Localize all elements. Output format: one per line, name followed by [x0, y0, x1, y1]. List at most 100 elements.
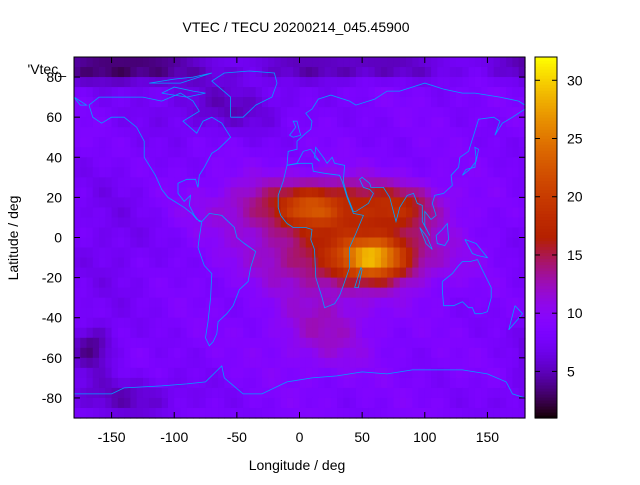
heatmap-cell	[449, 137, 457, 148]
heatmap-cell	[224, 57, 232, 68]
heatmap-cell	[374, 67, 382, 78]
heatmap-cell	[443, 217, 451, 229]
heatmap-cell	[387, 377, 395, 389]
heatmap-cell	[418, 367, 426, 379]
heatmap-cell	[506, 397, 514, 409]
heatmap-cell	[518, 247, 526, 259]
heatmap-cell	[374, 377, 382, 389]
heatmap-cell	[431, 127, 438, 138]
heatmap-cell	[186, 207, 194, 219]
heatmap-cell	[249, 217, 257, 229]
heatmap-cell	[518, 357, 526, 369]
heatmap-cell	[431, 307, 438, 319]
heatmap-cell	[174, 377, 182, 389]
heatmap-cell	[155, 387, 163, 399]
heatmap-cell	[437, 187, 445, 198]
heatmap-cell	[99, 407, 106, 419]
heatmap-cell	[136, 157, 144, 168]
colorbar-segment	[535, 186, 557, 190]
heatmap-cell	[218, 327, 225, 339]
heatmap-cell	[268, 157, 276, 168]
heatmap-cell	[355, 157, 363, 168]
heatmap-cell	[243, 97, 250, 108]
heatmap-cell	[312, 97, 319, 108]
heatmap-cell	[255, 387, 263, 399]
heatmap-cell	[274, 147, 282, 158]
heatmap-cell	[368, 377, 376, 389]
heatmap-cell	[493, 357, 501, 369]
heatmap-cell	[349, 127, 357, 138]
heatmap-cell	[86, 397, 94, 409]
heatmap-cell	[211, 57, 219, 68]
heatmap-cell	[412, 77, 420, 88]
heatmap-cell	[218, 167, 225, 178]
heatmap-cell	[99, 207, 106, 219]
heatmap-cell	[518, 97, 526, 108]
heatmap-cell	[186, 407, 194, 419]
heatmap-cell	[130, 267, 138, 279]
heatmap-cell	[362, 77, 369, 88]
heatmap-cell	[380, 127, 388, 138]
heatmap-cell	[337, 87, 344, 98]
heatmap-cell	[130, 127, 138, 138]
heatmap-cell	[368, 397, 376, 409]
heatmap-cell	[456, 387, 463, 399]
heatmap-cell	[211, 157, 219, 168]
heatmap-cell	[99, 317, 106, 329]
heatmap-cell	[299, 247, 307, 259]
heatmap-cell	[99, 127, 106, 138]
heatmap-cell	[506, 317, 514, 329]
heatmap-cell	[224, 387, 232, 399]
heatmap-cell	[211, 177, 219, 188]
heatmap-cell	[92, 397, 100, 409]
heatmap-cell	[387, 157, 395, 168]
heatmap-cell	[218, 97, 225, 108]
heatmap-cell	[167, 347, 175, 359]
heatmap-cell	[399, 397, 407, 409]
heatmap-cell	[380, 387, 388, 399]
heatmap-cell	[261, 257, 269, 269]
heatmap-cell	[199, 137, 207, 148]
heatmap-cell	[105, 157, 113, 168]
heatmap-cell	[261, 307, 269, 319]
heatmap-cell	[111, 227, 119, 239]
heatmap-cell	[362, 357, 369, 369]
heatmap-cell	[399, 337, 407, 349]
heatmap-cell	[305, 227, 313, 239]
heatmap-cell	[493, 197, 501, 209]
heatmap-cell	[362, 67, 369, 78]
heatmap-cell	[437, 277, 445, 289]
heatmap-cell	[468, 387, 476, 399]
heatmap-cell	[368, 217, 376, 229]
heatmap-cell	[456, 67, 463, 78]
heatmap-cell	[199, 207, 207, 219]
heatmap-cell	[167, 167, 175, 178]
heatmap-cell	[117, 87, 125, 98]
heatmap-cell	[92, 407, 100, 419]
heatmap-cell	[136, 397, 144, 409]
heatmap-cell	[286, 107, 294, 118]
heatmap-cell	[305, 287, 313, 299]
heatmap-cell	[167, 267, 175, 279]
heatmap-cell	[199, 277, 207, 289]
heatmap-cell	[487, 187, 495, 198]
heatmap-cell	[474, 237, 482, 249]
colorbar-segment	[535, 252, 557, 257]
heatmap-cell	[174, 337, 182, 349]
heatmap-cell	[286, 397, 294, 409]
colorbar-segment	[535, 138, 557, 142]
heatmap-cell	[255, 287, 263, 299]
heatmap-cell	[167, 177, 175, 188]
heatmap-cell	[105, 237, 113, 249]
heatmap-cell	[293, 317, 301, 329]
heatmap-cell	[380, 307, 388, 319]
heatmap-cell	[362, 297, 369, 309]
heatmap-cell	[355, 387, 363, 399]
heatmap-cell	[305, 297, 313, 309]
heatmap-cell	[349, 387, 357, 399]
heatmap-cell	[205, 367, 213, 379]
heatmap-cell	[105, 87, 113, 98]
heatmap-cell	[117, 387, 125, 399]
heatmap-cell	[431, 237, 438, 249]
heatmap-cell	[405, 407, 413, 419]
